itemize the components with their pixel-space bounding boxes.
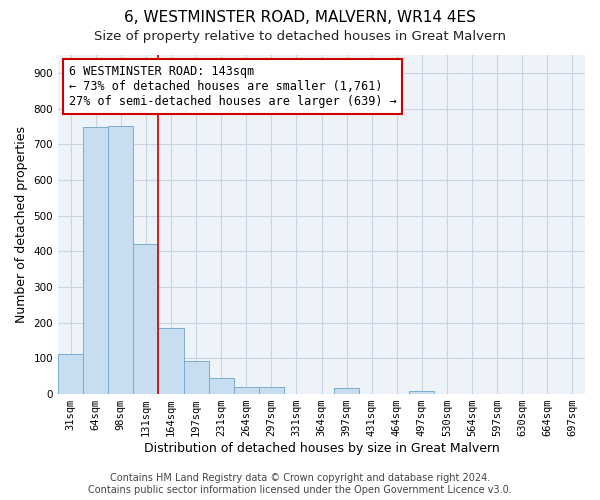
Bar [409,390,434,394]
X-axis label: Distribution of detached houses by size in Great Malvern: Distribution of detached houses by size … [143,442,499,455]
Bar [209,378,233,394]
Bar [259,387,284,394]
Bar [334,388,359,394]
Text: Size of property relative to detached houses in Great Malvern: Size of property relative to detached ho… [94,30,506,43]
Bar [83,127,108,394]
Bar [184,361,209,394]
Bar [58,354,83,394]
Bar [158,328,184,394]
Text: 6 WESTMINSTER ROAD: 143sqm
← 73% of detached houses are smaller (1,761)
27% of s: 6 WESTMINSTER ROAD: 143sqm ← 73% of deta… [68,65,397,108]
Text: 6, WESTMINSTER ROAD, MALVERN, WR14 4ES: 6, WESTMINSTER ROAD, MALVERN, WR14 4ES [124,10,476,25]
Text: Contains HM Land Registry data © Crown copyright and database right 2024.
Contai: Contains HM Land Registry data © Crown c… [88,474,512,495]
Y-axis label: Number of detached properties: Number of detached properties [15,126,28,323]
Bar [108,126,133,394]
Bar [133,244,158,394]
Bar [233,387,259,394]
